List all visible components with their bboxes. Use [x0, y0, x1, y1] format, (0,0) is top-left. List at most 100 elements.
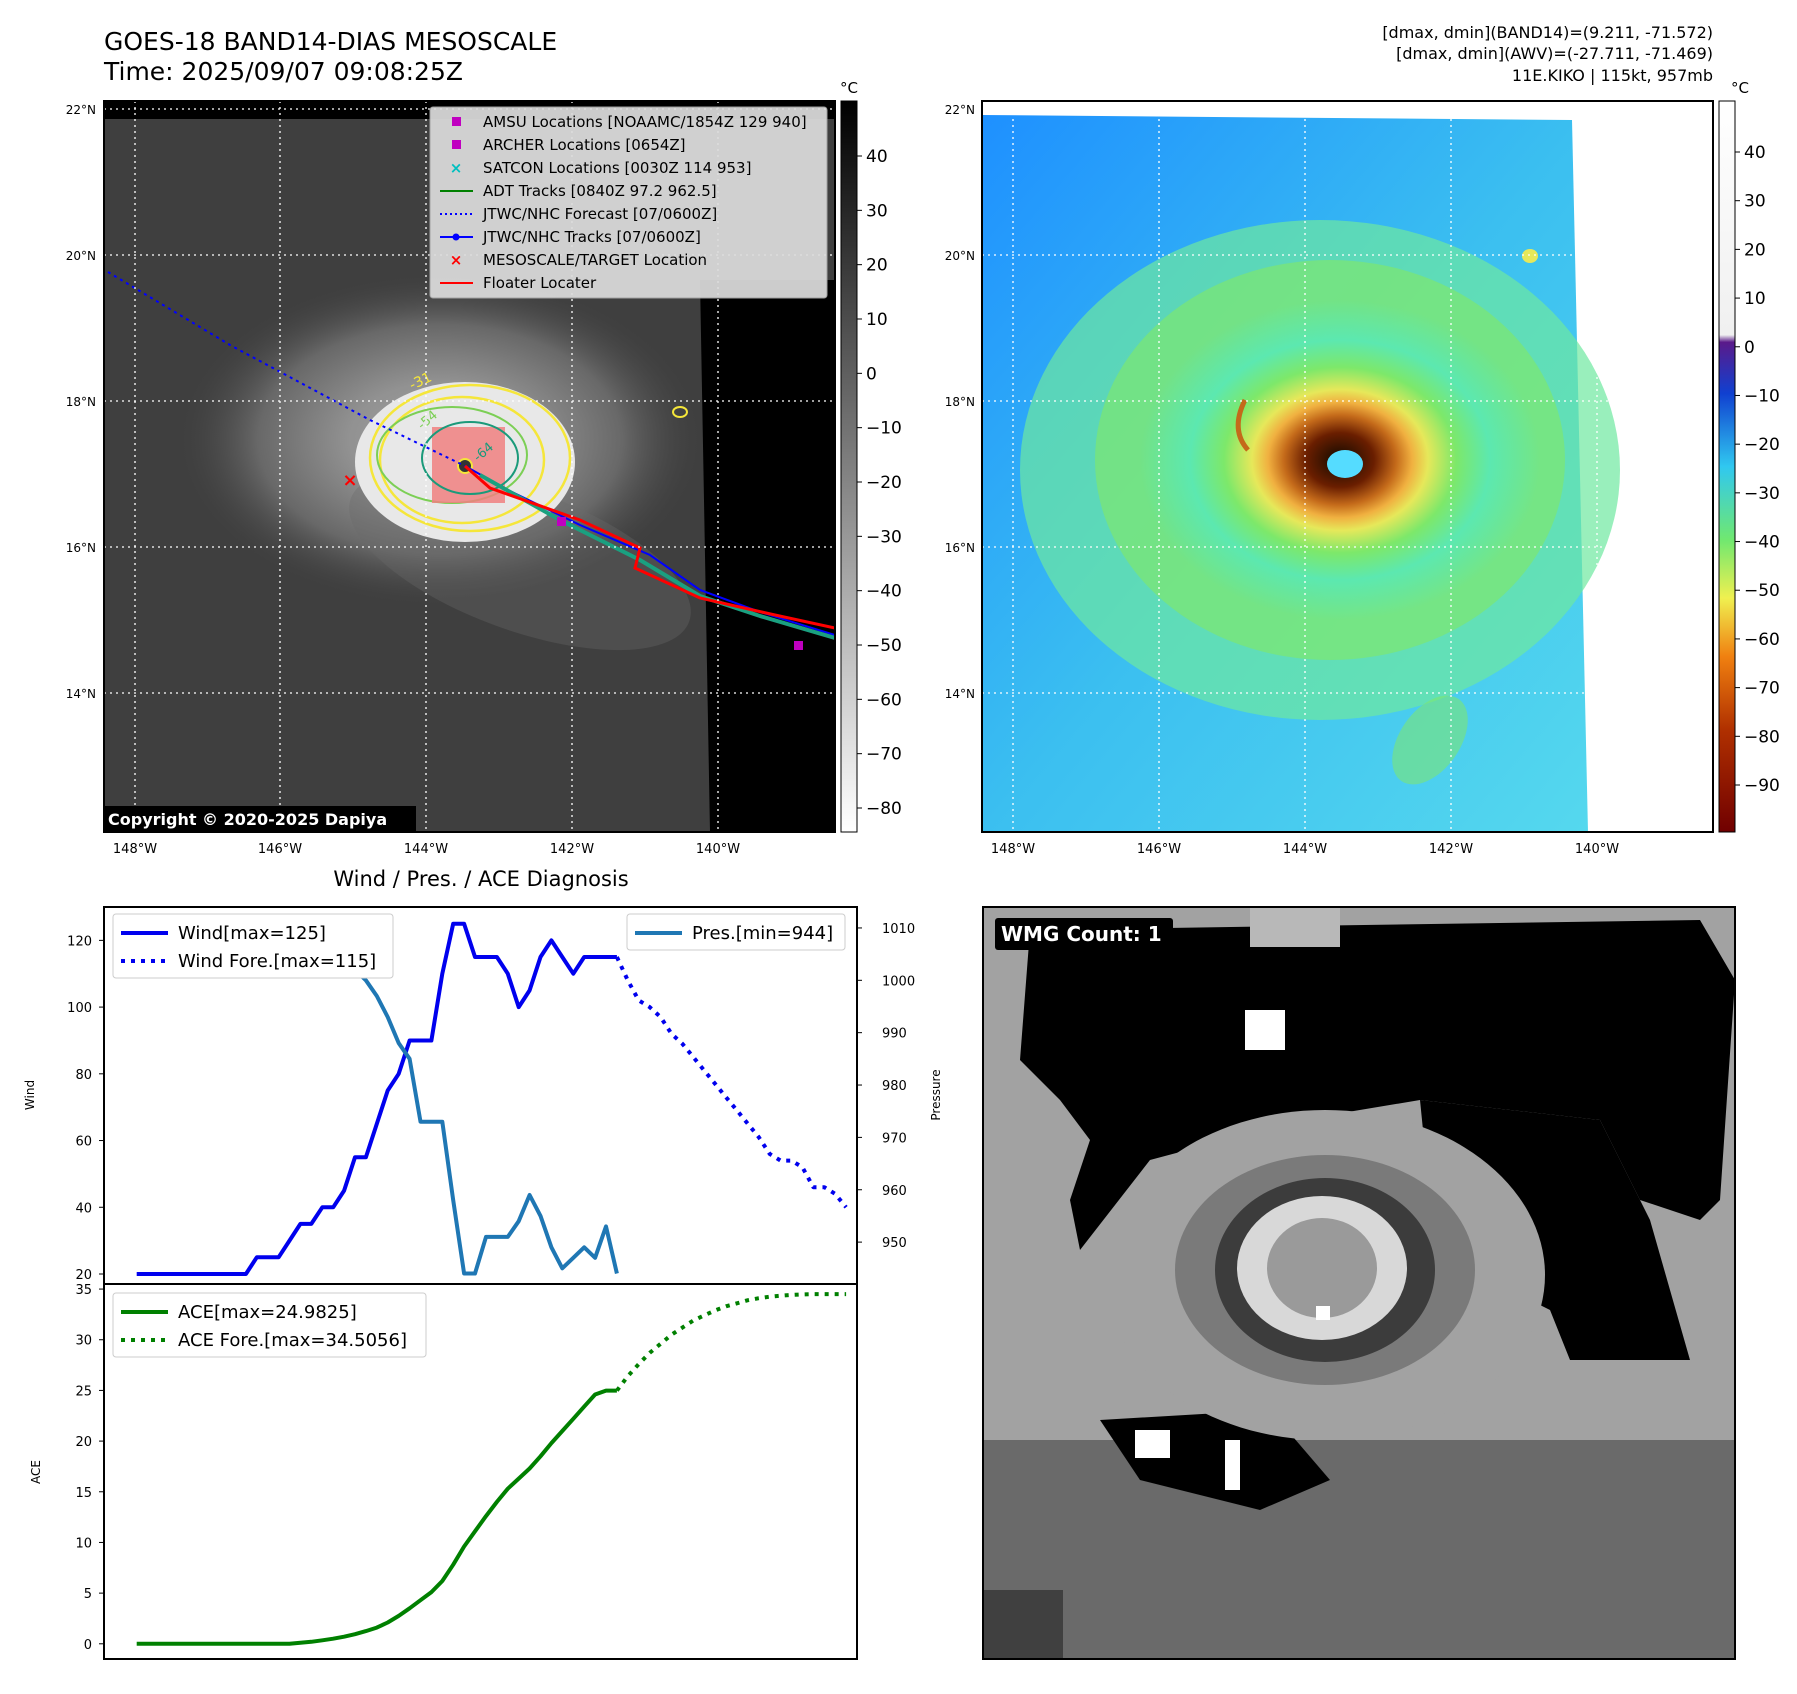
y-tick-label: 20 — [75, 1268, 92, 1283]
ir-legend-label: ADT Tracks [0840Z 97.2 962.5] — [483, 182, 717, 200]
legend-frame — [626, 913, 846, 951]
dmax-band14-info: [dmax, dmin](BAND14)=(9.211, -71.572) — [1382, 23, 1713, 42]
ir-legend-item: AMSU Locations [NOAAMC/1854Z 129 940] — [452, 113, 807, 131]
colorbar-tick-label: −30 — [866, 527, 902, 547]
wv-lon-label-140w: 140°W — [1575, 842, 1619, 857]
colorbar-tick-label: 0 — [866, 364, 877, 384]
ir-colorbar-unit: °C — [840, 79, 858, 97]
wind-axis-label: Wind — [23, 1080, 37, 1110]
ir-legend-label: MESOSCALE/TARGET Location — [483, 251, 707, 269]
y-tick-label: 25 — [75, 1384, 92, 1399]
wmg-count-text: WMG Count: 1 — [1001, 922, 1162, 946]
wv-lon-label-144w: 144°W — [1283, 842, 1327, 857]
legend-label: Wind[max=125] — [178, 923, 326, 944]
wv-gridlines — [982, 101, 1713, 832]
ace-axis-label: ACE — [29, 1460, 43, 1484]
ir-legend-item: JTWC/NHC Forecast [07/0600Z] — [440, 205, 717, 223]
colorbar-tick-label: 40 — [866, 147, 888, 167]
colorbar-tick-label: −70 — [1744, 679, 1780, 699]
colorbar-tick-label: −30 — [1744, 484, 1780, 504]
wv-lon-label-146w: 146°W — [1137, 842, 1181, 857]
amsu-location-marker — [557, 517, 566, 526]
y-tick-label: 120 — [67, 934, 92, 949]
colorbar-tick-label: 10 — [1744, 289, 1766, 309]
wv-colorbar-ticks: 40 30 20 10 0 −10 −20 −30 −40 −50 −60 −70 −80 −90 — [1735, 143, 1780, 796]
ir-colorbar — [840, 100, 858, 833]
colorbar-tick-label: −10 — [1744, 386, 1780, 406]
series-line-ace-fore- — [615, 1292, 847, 1392]
wmg-count-badge — [995, 918, 1173, 950]
series-line-wind — [136, 921, 617, 1276]
ir-legend-item: × MESOSCALE/TARGET Location — [450, 251, 707, 269]
ir-legend-label: Floater Locater — [483, 274, 597, 292]
wmg-panel: WMG Count: 1 — [982, 906, 1736, 1660]
y2-tick-label: 970 — [882, 1131, 907, 1146]
ir-lon-label-142w: 142°W — [550, 842, 594, 857]
wv-satellite-image — [982, 101, 1713, 832]
colorbar-tick-label: −20 — [1744, 435, 1780, 455]
colorbar-tick-label: −60 — [866, 690, 902, 710]
mesoscale-target-marker: × — [342, 470, 357, 491]
y-tick-label: 40 — [75, 1201, 92, 1216]
colorbar-tick-label: 10 — [866, 310, 888, 330]
legend-frame — [112, 1292, 427, 1358]
ir-legend-label: ARCHER Locations [0654Z] — [483, 136, 686, 154]
ir-legend-item: ARCHER Locations [0654Z] — [452, 136, 686, 154]
y-tick-label: 30 — [75, 1334, 92, 1349]
y2-tick-label: 980 — [882, 1079, 907, 1094]
y2-tick-label: 990 — [882, 1027, 907, 1042]
legend-square-icon — [452, 117, 461, 126]
colorbar-tick-label: −60 — [1744, 630, 1780, 650]
legend-dot-icon — [452, 233, 460, 241]
ir-lon-label-140w: 140°W — [696, 842, 740, 857]
legend-label: Wind Fore.[max=115] — [178, 951, 376, 972]
colorbar-tick-label: −90 — [1744, 776, 1780, 796]
legend-label: Pres.[min=944] — [692, 923, 833, 944]
colorbar-tick-label: 20 — [1744, 240, 1766, 260]
ir-lat-label-18n: 18°N — [66, 395, 96, 409]
legend-label: ACE[max=24.9825] — [178, 1302, 357, 1323]
colorbar-tick-label: 30 — [866, 201, 888, 221]
y-tick-label: 60 — [75, 1135, 92, 1150]
wv-colorbar — [1718, 100, 1736, 833]
legend-frame — [112, 913, 394, 979]
archer-location-marker — [794, 641, 803, 650]
wv-lat-label-18n: 18°N — [945, 395, 975, 409]
ir-legend: AMSU Locations [NOAAMC/1854Z 129 940] ARC… — [429, 106, 828, 299]
colorbar-tick-label: −10 — [866, 419, 902, 439]
ir-lat-label-16n: 16°N — [66, 541, 96, 555]
wv-lat-label-22n: 22°N — [945, 103, 975, 117]
wind-pressure-chart: Wind Pressure 20 40 60 80 100 120 950 960 970 980… — [23, 906, 943, 1285]
y-tick-label: 100 — [67, 1001, 92, 1016]
ir-legend-label: SATCON Locations [0030Z 114 953] — [483, 159, 751, 177]
series-line-ace — [136, 1388, 617, 1646]
pressure-legend: Pres.[min=944] — [626, 913, 846, 951]
wind-legend: Wind[max=125] Wind Fore.[max=115] — [112, 913, 394, 979]
colorbar-tick-label: −20 — [866, 473, 902, 493]
wv-lat-label-16n: 16°N — [945, 541, 975, 555]
colorbar-tick-label: 30 — [1744, 192, 1766, 212]
y-tick-label: 10 — [75, 1536, 92, 1551]
colorbar-tick-label: −40 — [1744, 533, 1780, 553]
ir-lat-label-14n: 14°N — [66, 687, 96, 701]
ir-legend-label: JTWC/NHC Forecast [07/0600Z] — [482, 205, 717, 223]
pressure-axis-label: Pressure — [929, 1069, 943, 1120]
ir-colorbar-ticks: 40 30 20 10 0 −10 −20 −30 −40 −50 −60 −70 −80 — [857, 147, 902, 819]
colorbar-tick-label: −50 — [866, 636, 902, 656]
ir-lat-label-22n: 22°N — [66, 103, 96, 117]
y-tick-label: 80 — [75, 1068, 92, 1083]
ir-lon-label-146w: 146°W — [258, 842, 302, 857]
ir-legend-item: ADT Tracks [0840Z 97.2 962.5] — [440, 182, 717, 200]
floater-locater-track — [464, 464, 835, 630]
dmax-awv-info: [dmax, dmin](AWV)=(-27.711, -71.469) — [1396, 44, 1713, 63]
wmg-image — [983, 907, 1735, 1659]
diagnosis-title: Wind / Pres. / ACE Diagnosis — [333, 867, 628, 891]
colorbar-tick-label: 20 — [866, 256, 888, 276]
colorbar-tick-label: −70 — [866, 745, 902, 765]
wv-lon-label-148w: 148°W — [991, 842, 1035, 857]
ace-chart: ACE 0 5 10 15 20 25 30 35 ACE[max=24.9825] ACE Fo… — [29, 1283, 858, 1660]
copyright-badge — [104, 806, 416, 832]
ir-map-panel: -31 -54 -64 × Copyright — [66, 79, 902, 857]
ir-lat-label-20n: 20°N — [66, 249, 96, 263]
